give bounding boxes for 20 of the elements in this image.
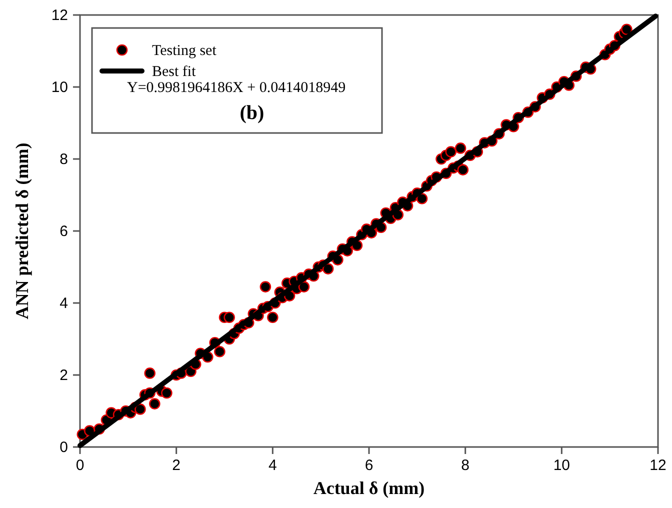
legend-label: Testing set (152, 43, 218, 59)
x-tick-label: 6 (364, 457, 374, 474)
x-tick-label: 2 (172, 457, 181, 474)
y-tick-label: 2 (60, 367, 68, 384)
x-tick-label: 8 (461, 457, 470, 474)
x-tick-label: 10 (553, 457, 570, 474)
y-tick-label: 6 (60, 223, 68, 240)
y-tick-label: 8 (60, 151, 68, 168)
legend-label: Best fit (152, 64, 197, 80)
x-tick-label: 4 (268, 457, 277, 474)
y-tick-label: 10 (51, 79, 68, 96)
y-tick-label: 4 (60, 295, 68, 312)
x-axis-title: Actual δ (mm) (313, 478, 425, 498)
y-axis-title: ANN predicted δ (mm) (12, 142, 32, 320)
x-tick-label: 12 (650, 457, 666, 474)
y-tick-label: 12 (51, 7, 68, 24)
annotation: (b) (240, 102, 264, 124)
x-tick-label: 0 (76, 457, 84, 474)
annotation: Y=0.9981964186X + 0.0414018949 (127, 80, 346, 96)
y-tick-label: 0 (60, 439, 68, 456)
